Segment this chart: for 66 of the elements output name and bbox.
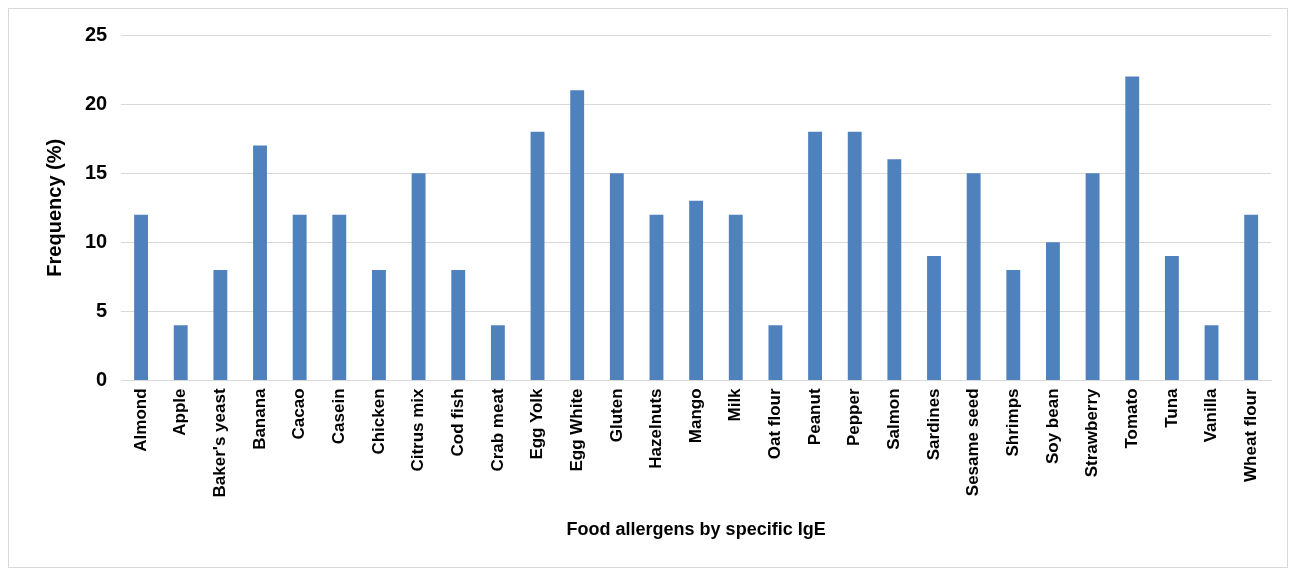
- x-tick-label: Baker's yeast: [210, 388, 230, 498]
- x-tick-label: Shrimps: [1002, 388, 1022, 457]
- bar: [134, 214, 149, 380]
- x-tick-label: Cacao: [289, 388, 309, 440]
- y-tick-label: 0: [96, 367, 108, 390]
- y-tick-label: 10: [85, 229, 108, 252]
- bar: [451, 269, 466, 380]
- x-tick-label: Soy bean: [1042, 388, 1062, 465]
- x-tick-label: Gluten: [606, 388, 626, 443]
- x-tick-label: Banana: [249, 387, 269, 450]
- bar: [1085, 173, 1100, 380]
- y-axis-title: Frequency (%): [42, 138, 65, 277]
- x-tick-label: Strawberry: [1082, 387, 1102, 478]
- x-tick-label: Apple: [170, 388, 190, 436]
- x-tick-label: Almond: [130, 388, 150, 452]
- bar: [887, 159, 902, 380]
- x-tick-label: Milk: [725, 387, 745, 422]
- bar: [768, 325, 783, 380]
- x-tick-label: Sardines: [923, 388, 943, 461]
- x-axis-title: Food allergens by specific IgE: [566, 519, 826, 540]
- x-tick-label: Chicken: [368, 388, 388, 455]
- y-tick-label: 25: [85, 22, 108, 45]
- x-tick-label: Tuna: [1161, 387, 1181, 428]
- bar: [1244, 214, 1259, 380]
- bar: [649, 214, 664, 380]
- bar: [728, 214, 743, 380]
- bar: [372, 269, 386, 380]
- bar: [847, 131, 862, 380]
- bar: [808, 131, 822, 380]
- x-tick-label: Oat flour: [765, 388, 785, 460]
- bar: [927, 256, 941, 380]
- bar: [411, 173, 426, 380]
- bar: [1204, 325, 1219, 380]
- x-tick-label: Vanilla: [1201, 387, 1221, 443]
- bar: [173, 325, 188, 380]
- x-tick-label: Egg White: [566, 388, 586, 472]
- y-tick-label: 20: [85, 91, 108, 114]
- x-tick-label: Wheat flour: [1240, 388, 1260, 482]
- bar: [292, 214, 307, 380]
- bar: [689, 200, 704, 380]
- x-tick-label: Sesame seed: [963, 388, 983, 497]
- bar: [530, 131, 545, 380]
- x-tick-label: Crab meat: [487, 388, 507, 472]
- bar: [570, 90, 585, 380]
- y-tick-label: 5: [96, 298, 108, 321]
- bar: [332, 214, 347, 380]
- x-tick-label: Tomato: [1121, 388, 1141, 449]
- bar: [966, 173, 981, 380]
- bar: [1046, 242, 1060, 380]
- x-tick-label: Pepper: [844, 388, 864, 447]
- x-tick-label: Salmon: [884, 388, 904, 450]
- bar: [490, 325, 505, 380]
- x-tick-label: Mango: [685, 388, 705, 444]
- x-tick-label: Citrus mix: [408, 387, 428, 472]
- y-tick-label: 15: [85, 160, 108, 183]
- x-tick-label: Hazelnuts: [646, 388, 666, 469]
- x-tick-label: Peanut: [804, 388, 824, 446]
- x-tick-label: Casein: [328, 388, 348, 445]
- bar: [1164, 256, 1179, 380]
- bar: [253, 145, 267, 380]
- bar: [609, 173, 624, 380]
- x-tick-label: Egg Yolk: [527, 387, 547, 460]
- bar: [1006, 269, 1021, 380]
- bar: [1125, 76, 1140, 380]
- bar: [213, 269, 228, 380]
- x-tick-label: Cod fish: [447, 388, 467, 457]
